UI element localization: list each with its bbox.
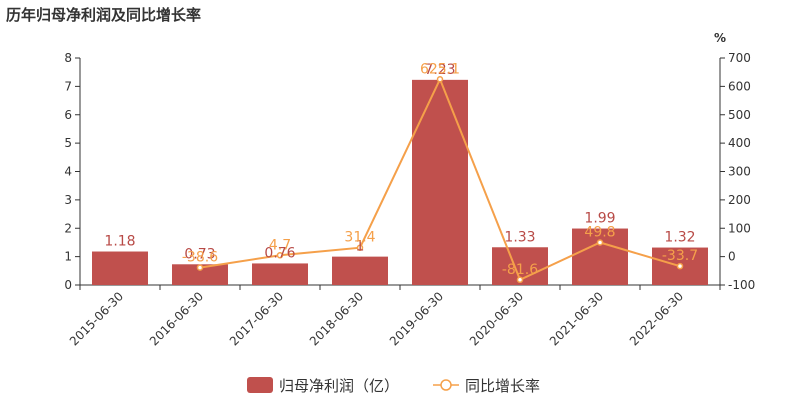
y-right-tick-label: 200 bbox=[728, 193, 751, 207]
y-right-tick-label: 500 bbox=[728, 108, 751, 122]
growth-value-label: -38.6 bbox=[182, 250, 218, 266]
growth-point bbox=[196, 264, 204, 271]
chart-title: 历年归母净利润及同比增长率 bbox=[6, 6, 202, 24]
y-right-unit: % bbox=[714, 31, 726, 45]
x-tick-label: 2022-06-30 bbox=[627, 289, 686, 348]
y-left-tick-label: 7 bbox=[64, 79, 72, 93]
y-right-tick-label: 400 bbox=[728, 136, 751, 150]
growth-value-label: -33.7 bbox=[662, 248, 698, 264]
legend-line-marker bbox=[440, 379, 452, 391]
x-tick-label: 2020-06-30 bbox=[467, 289, 526, 348]
bar bbox=[332, 256, 388, 285]
bar bbox=[252, 263, 308, 285]
bar-value-label: 1.32 bbox=[664, 230, 695, 246]
x-tick-label: 2018-06-30 bbox=[307, 289, 366, 348]
y-right-tick-label: 100 bbox=[728, 221, 751, 235]
y-right-tick-label: 0 bbox=[728, 250, 736, 264]
growth-value-label: 49.8 bbox=[584, 224, 615, 240]
bar bbox=[172, 264, 228, 285]
y-left-tick-label: 8 bbox=[64, 51, 72, 65]
bar-value-label: 0.76 bbox=[264, 245, 295, 261]
y-right-tick-label: 700 bbox=[728, 51, 751, 65]
x-tick-label: 2017-06-30 bbox=[227, 289, 286, 348]
growth-value-label: 31.4 bbox=[344, 230, 375, 246]
y-right-tick-label: 300 bbox=[728, 165, 751, 179]
legend-bar-swatch bbox=[247, 377, 273, 393]
bar bbox=[412, 79, 468, 285]
x-tick-label: 2015-06-30 bbox=[67, 289, 126, 348]
growth-point bbox=[596, 239, 604, 246]
growth-value-label: 4.7 bbox=[269, 237, 291, 253]
y-right-tick-label: 600 bbox=[728, 79, 751, 93]
y-left-tick-label: 4 bbox=[64, 165, 72, 179]
y-left-tick-label: 0 bbox=[64, 278, 72, 292]
growth-point bbox=[276, 252, 284, 259]
y-right-tick-label: -100 bbox=[728, 278, 755, 292]
y-left-tick-label: 5 bbox=[64, 136, 72, 150]
growth-value-label: 625.1 bbox=[420, 61, 460, 77]
growth-value-label: -81.6 bbox=[502, 262, 538, 278]
legend-line-label: 同比增长率 bbox=[465, 377, 540, 395]
y-left-tick-label: 3 bbox=[64, 193, 72, 207]
x-tick-label: 2021-06-30 bbox=[547, 289, 606, 348]
growth-point bbox=[356, 244, 364, 251]
bar-value-label: 0.73 bbox=[184, 246, 215, 262]
x-tick-label: 2019-06-30 bbox=[387, 289, 446, 348]
bar-value-label: 7.23 bbox=[424, 62, 455, 78]
bar-value-label: 1.33 bbox=[504, 229, 535, 245]
y-left-tick-label: 2 bbox=[64, 221, 72, 235]
bar bbox=[92, 251, 148, 285]
legend-bar-label: 归母净利润（亿） bbox=[279, 377, 399, 395]
bar-value-label: 1.18 bbox=[104, 234, 135, 250]
bar bbox=[572, 228, 628, 285]
bar-value-label: 1.99 bbox=[584, 211, 615, 227]
growth-point bbox=[436, 76, 444, 83]
y-left-tick-label: 6 bbox=[64, 108, 72, 122]
bar-value-label: 1 bbox=[356, 239, 365, 255]
y-left-tick-label: 1 bbox=[64, 250, 72, 264]
growth-point bbox=[676, 262, 684, 270]
growth-point bbox=[516, 276, 524, 284]
x-tick-label: 2016-06-30 bbox=[147, 289, 206, 348]
